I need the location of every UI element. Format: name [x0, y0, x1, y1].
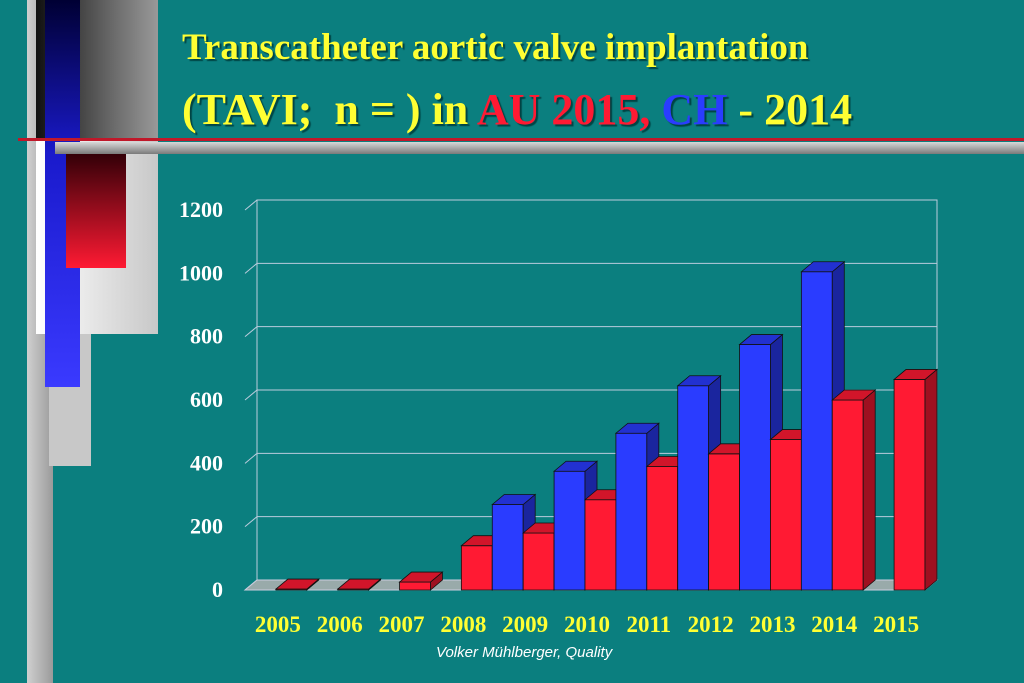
- footer-credit: Volker Mühlberger, Quality: [436, 644, 613, 661]
- x-tick-label: 2011: [626, 612, 671, 635]
- y-tick-label: 600: [190, 387, 223, 412]
- bar-front: [491, 504, 524, 591]
- gridline-side: [244, 262, 258, 274]
- bar-front: [708, 453, 740, 591]
- gridline-side: [244, 199, 258, 211]
- bar-top: [552, 460, 599, 472]
- gridline-side: [244, 516, 258, 528]
- bar-front: [584, 499, 617, 591]
- slide-title-line1: Transcatheter aortic valve implantation: [182, 27, 809, 68]
- title-suffix: - 2014: [727, 85, 853, 134]
- title-sep: [650, 85, 661, 134]
- x-tick-label: 2005: [255, 612, 301, 635]
- bar-top: [336, 578, 382, 590]
- bar-chart: 0 200 400 600 800 1000 1200 2005 2006 2007 2008 200…: [179, 197, 939, 635]
- bar-front: [646, 466, 679, 591]
- bar-top: [614, 422, 660, 434]
- bar-top: [491, 494, 537, 505]
- bar-front: [893, 379, 926, 591]
- gridline-side: [244, 389, 258, 401]
- y-tick-label: 1000: [179, 260, 223, 285]
- bar-front: [615, 432, 648, 591]
- bar-top: [800, 261, 846, 273]
- bar: [831, 389, 877, 591]
- x-tick-label: 2010: [564, 612, 610, 635]
- y-tick-label: 800: [190, 324, 223, 349]
- x-tick-label: 2009: [502, 612, 548, 635]
- bar-front: [522, 532, 555, 591]
- bar-side: [862, 389, 876, 591]
- x-tick-label: 2006: [317, 612, 363, 635]
- bar-front: [800, 271, 833, 591]
- bar-front: [399, 581, 431, 591]
- y-tick-label: 400: [190, 450, 223, 475]
- x-tick-label: 2013: [749, 612, 795, 635]
- bar-front: [553, 470, 586, 591]
- bar: [892, 368, 939, 591]
- title-ch: CH: [661, 85, 728, 134]
- slide-title-line2: (TAVI; n = ) in AU 2015, CH - 2014: [182, 84, 852, 135]
- title-shadow-band: [55, 142, 1024, 154]
- bar-front: [677, 385, 710, 591]
- x-tick-label: 2008: [440, 612, 486, 635]
- bar: [274, 578, 320, 591]
- y-tick-label: 1200: [179, 197, 223, 222]
- bar: [398, 571, 444, 591]
- bar-top: [892, 369, 939, 380]
- decor-red-bar: [66, 154, 126, 268]
- gridline-side: [244, 326, 258, 338]
- bar-top: [398, 571, 444, 583]
- x-tick-label: 2014: [811, 612, 858, 635]
- title-rule: [18, 138, 1024, 141]
- bar-top: [738, 334, 784, 345]
- bar: [336, 578, 382, 591]
- bar-front: [770, 439, 802, 591]
- title-prefix: (TAVI; n = ) in: [182, 85, 477, 134]
- y-tick-label: 0: [212, 577, 223, 602]
- bar-top: [274, 578, 320, 590]
- bar-top: [676, 375, 722, 387]
- title-au: AU 2015,: [476, 85, 651, 134]
- chart-labels: 0 200 400 600 800 1000 1200 2005 2006 2007 2008 200…: [179, 197, 919, 635]
- x-tick-label: 2015: [873, 612, 919, 635]
- bar-front: [831, 399, 864, 591]
- bar-front: [460, 545, 493, 591]
- x-tick-label: 2007: [379, 612, 425, 635]
- y-tick-label: 200: [190, 514, 223, 539]
- bar-top: [831, 389, 877, 401]
- chart-bars: [274, 260, 939, 591]
- x-tick-label: 2012: [688, 612, 734, 635]
- gridline-side: [244, 452, 258, 464]
- bar-front: [739, 344, 771, 591]
- bar-side: [924, 368, 938, 591]
